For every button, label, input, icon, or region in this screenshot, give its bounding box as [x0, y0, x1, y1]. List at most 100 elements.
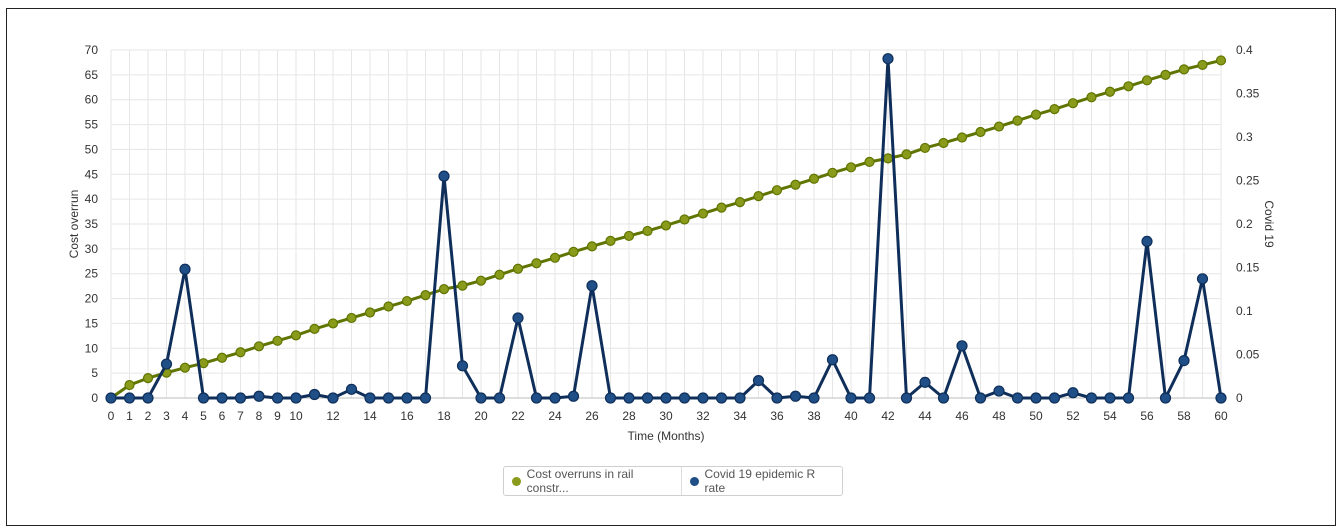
data-point — [142, 373, 154, 384]
y-tick-label: 0 — [91, 391, 98, 405]
data-point — [1030, 109, 1042, 120]
data-point — [1122, 392, 1135, 404]
y2-tick-label: 0.4 — [1236, 43, 1253, 57]
data-point — [438, 284, 450, 295]
grid-lines — [110, 49, 1222, 399]
data-point — [1197, 59, 1208, 71]
data-point — [715, 392, 728, 404]
data-point — [493, 392, 506, 404]
data-point — [1178, 64, 1190, 75]
x-tick-label: 14 — [363, 409, 377, 423]
legend-item-cost-overruns[interactable]: Cost overruns in rail constr... — [504, 467, 681, 495]
x-tick-label: 58 — [1177, 409, 1191, 423]
y-tick-label: 30 — [85, 242, 99, 256]
data-point — [1067, 387, 1079, 399]
data-point — [309, 323, 320, 334]
x-tick-label: 5 — [200, 409, 207, 423]
data-point — [419, 392, 432, 404]
data-point — [216, 392, 228, 404]
data-point — [160, 358, 173, 370]
data-point — [1215, 55, 1227, 66]
x-tick-label: 48 — [992, 409, 1006, 423]
data-point — [641, 392, 654, 404]
data-point — [1012, 115, 1023, 126]
data-point — [808, 173, 820, 184]
x-tick-label: 24 — [548, 409, 562, 423]
data-point — [420, 289, 431, 301]
data-point — [494, 269, 505, 280]
data-point — [179, 362, 191, 373]
y2-tick-label: 0.1 — [1236, 304, 1253, 318]
y2-tick-label: 0.3 — [1236, 130, 1253, 144]
data-point — [1067, 98, 1079, 109]
x-tick-label: 36 — [770, 409, 784, 423]
x-tick-label: 30 — [659, 409, 673, 423]
data-point — [567, 390, 580, 402]
data-point — [235, 347, 246, 358]
x-tick-label: 1 — [126, 409, 133, 423]
data-point — [457, 280, 468, 291]
x-tick-label: 46 — [955, 409, 969, 423]
data-point — [642, 225, 653, 237]
y2-tick-label: 0.15 — [1236, 261, 1260, 275]
x-tick-label: 42 — [881, 409, 895, 423]
data-point — [678, 392, 691, 404]
legend-item-covid-rate[interactable]: Covid 19 epidemic R rate — [680, 467, 842, 495]
data-point — [253, 390, 265, 402]
data-point — [789, 390, 802, 402]
y-tick-label: 25 — [85, 267, 99, 281]
data-point — [216, 352, 228, 363]
x-tick-label: 54 — [1103, 409, 1117, 423]
data-point — [123, 392, 136, 404]
data-point — [1178, 354, 1190, 367]
data-point — [1159, 392, 1172, 404]
x-tick-label: 22 — [511, 409, 525, 423]
data-point — [1196, 273, 1209, 285]
data-point — [1160, 69, 1171, 80]
data-point — [679, 214, 690, 225]
data-point — [530, 392, 543, 404]
y-tick-label: 65 — [85, 68, 99, 82]
y-tick-label: 15 — [85, 316, 99, 330]
x-tick-label: 32 — [696, 409, 710, 423]
data-point — [938, 137, 949, 149]
data-point — [752, 375, 765, 387]
x-tick-label: 16 — [400, 409, 414, 423]
data-point — [882, 153, 894, 164]
series-covid-rate — [105, 53, 1227, 404]
x-tick-label: 44 — [918, 409, 932, 423]
x-tick-label: 9 — [274, 409, 281, 423]
y2-tick-label: 0 — [1236, 391, 1243, 405]
y-tick-label: 50 — [85, 142, 99, 156]
data-point — [549, 252, 561, 263]
data-point — [512, 263, 524, 274]
data-point — [900, 392, 913, 404]
data-point — [1141, 235, 1153, 247]
x-tick-label: 52 — [1066, 409, 1080, 423]
y-tick-label: 60 — [85, 93, 99, 107]
data-point — [456, 360, 469, 372]
data-point — [1141, 75, 1153, 86]
data-point — [956, 132, 968, 143]
series-layer — [105, 53, 1227, 404]
data-point — [568, 246, 579, 257]
legend-label-cost-overruns: Cost overruns in rail constr... — [526, 467, 634, 495]
data-point — [234, 392, 247, 404]
data-point — [364, 307, 376, 318]
y2-tick-label: 0.05 — [1236, 348, 1260, 362]
data-point — [845, 392, 857, 404]
data-point — [697, 392, 709, 404]
data-point — [308, 388, 321, 401]
data-point — [290, 392, 302, 404]
legend-label-covid-rate: Covid 19 epidemic R rate — [704, 467, 816, 495]
data-point — [623, 230, 635, 242]
data-point — [956, 340, 968, 352]
data-point — [845, 162, 857, 173]
data-point — [863, 392, 876, 404]
data-point — [124, 379, 135, 391]
data-point — [827, 167, 838, 178]
data-point — [531, 258, 542, 269]
x-tick-label: 60 — [1214, 409, 1228, 423]
data-point — [919, 376, 931, 388]
legend: Cost overruns in rail constr... Covid 19… — [503, 466, 843, 496]
